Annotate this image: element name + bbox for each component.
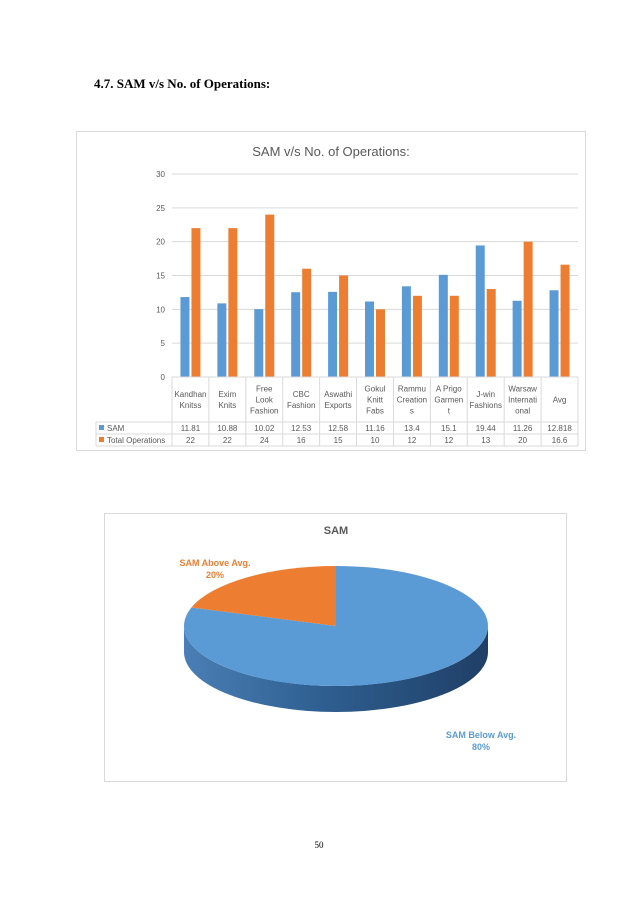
category-label: CBC bbox=[293, 390, 310, 399]
table-cell-value: 22 bbox=[186, 436, 195, 445]
bar-total-operations bbox=[265, 214, 275, 377]
bar-total-operations bbox=[560, 264, 570, 377]
y-tick-label: 20 bbox=[156, 238, 165, 247]
bar-total-operations bbox=[412, 295, 422, 377]
category-label: Fashion bbox=[250, 407, 278, 416]
table-cell-value: 20 bbox=[518, 436, 527, 445]
legend-key bbox=[99, 437, 104, 442]
table-cell-value: 12.58 bbox=[328, 424, 349, 433]
table-cell-value: 19.44 bbox=[476, 424, 497, 433]
table-cell-value: 12 bbox=[444, 436, 453, 445]
table-cell-value: 13.4 bbox=[404, 424, 420, 433]
bar-sam bbox=[328, 291, 338, 377]
y-tick-label: 30 bbox=[156, 170, 165, 179]
pie-label-below-avg: SAM Below Avg. bbox=[446, 730, 516, 740]
category-label: Gokul bbox=[365, 385, 386, 394]
pie-chart-svg: SAM SAM Above Avg. 20% SAM Below Avg. 80% bbox=[179, 525, 516, 752]
category-label: Garmen bbox=[434, 396, 463, 405]
category-label: Exports bbox=[325, 401, 352, 410]
section-heading: 4.7. SAM v/s No. of Operations: bbox=[94, 76, 271, 91]
bar-sam bbox=[365, 301, 374, 377]
category-label: Fabs bbox=[366, 407, 384, 416]
bar-total-operations bbox=[302, 268, 312, 377]
category-label: Avg bbox=[553, 396, 567, 405]
bar-sam bbox=[512, 300, 522, 377]
bar-sam bbox=[438, 274, 448, 377]
bar-chart-svg: SAM v/s No. of Operations: 0 5 10 15 20 25 30 Ka… bbox=[95, 144, 579, 447]
pie-side-sam-below-avg bbox=[184, 626, 488, 712]
category-label: Aswathi bbox=[324, 390, 352, 399]
bar-sam bbox=[254, 309, 264, 377]
category-label: Exim bbox=[218, 390, 236, 399]
pie-percent-below-avg: 80% bbox=[472, 742, 490, 752]
category-label: s bbox=[410, 407, 414, 416]
chart-title: SAM v/s No. of Operations: bbox=[252, 144, 410, 159]
legend-key bbox=[99, 425, 104, 430]
legend-label: Total Operations bbox=[107, 436, 165, 445]
y-tick-label: 0 bbox=[161, 373, 166, 382]
pie-percent-above-avg: 20% bbox=[206, 570, 224, 580]
bar-total-operations bbox=[449, 295, 459, 377]
category-label: Knitss bbox=[180, 401, 202, 410]
table-cell-value: 16 bbox=[297, 436, 306, 445]
bar-total-operations bbox=[523, 241, 533, 377]
table-cell-value: 15 bbox=[334, 436, 343, 445]
bar-total-operations bbox=[376, 309, 385, 377]
bar-total-operations bbox=[486, 289, 496, 377]
category-label: Free bbox=[256, 385, 273, 394]
category-label: Knitt bbox=[367, 396, 384, 405]
table-cell-value: 11.16 bbox=[365, 424, 385, 433]
category-label: Fashions bbox=[469, 401, 501, 410]
category-label: onal bbox=[515, 407, 530, 416]
pie-slice-sam-below-avg bbox=[184, 566, 488, 686]
legend-label: SAM bbox=[107, 424, 125, 433]
table-cell-value: 12.53 bbox=[291, 424, 312, 433]
page-number: 50 bbox=[314, 840, 324, 850]
bar-total-operations bbox=[339, 275, 349, 377]
bar-total-operations bbox=[228, 228, 238, 377]
category-label: Look bbox=[256, 396, 274, 405]
table-cell-value: 11.26 bbox=[513, 424, 533, 433]
bar-sam bbox=[180, 297, 190, 377]
table-cell-value: 13 bbox=[481, 436, 490, 445]
bar-sam bbox=[549, 290, 559, 377]
bar-sam bbox=[401, 286, 411, 377]
category-label: Creation bbox=[397, 396, 427, 405]
pie-label-above-avg: SAM Above Avg. bbox=[179, 558, 250, 568]
table-cell-value: 12.818 bbox=[547, 424, 572, 433]
table-cell-value: 22 bbox=[223, 436, 232, 445]
category-label: Knits bbox=[218, 401, 236, 410]
pie-slice-sam-above-avg bbox=[191, 566, 336, 626]
bar-sam bbox=[291, 292, 301, 377]
category-label: Fashion bbox=[287, 401, 315, 410]
table-cell-value: 10 bbox=[371, 436, 380, 445]
y-tick-label: 15 bbox=[156, 272, 165, 281]
y-tick-label: 25 bbox=[156, 204, 165, 213]
table-cell-value: 10.02 bbox=[254, 424, 275, 433]
category-label: Warsaw bbox=[508, 385, 537, 394]
table-cell-value: 15.1 bbox=[441, 424, 457, 433]
table-cell-value: 11.81 bbox=[181, 424, 201, 433]
table-cell-value: 10.88 bbox=[217, 424, 238, 433]
y-tick-label: 5 bbox=[161, 339, 166, 348]
bar-sam bbox=[217, 303, 227, 377]
category-label: Internati bbox=[508, 396, 537, 405]
y-tick-label: 10 bbox=[156, 305, 165, 314]
category-label: J-win bbox=[476, 390, 495, 399]
pie-title: SAM bbox=[324, 525, 348, 537]
category-label: Rammu bbox=[398, 385, 426, 394]
table-cell-value: 12 bbox=[407, 436, 416, 445]
category-label: Kandhan bbox=[174, 390, 206, 399]
table-cell-value: 24 bbox=[260, 436, 269, 445]
table-cell-value: 16.6 bbox=[552, 436, 568, 445]
bar-sam bbox=[475, 245, 485, 377]
pie-chart: SAM SAM Above Avg. 20% SAM Below Avg. 80% bbox=[104, 513, 567, 782]
bar-total-operations bbox=[191, 228, 201, 377]
bar-chart: SAM v/s No. of Operations: 0 5 10 15 20 25 30 Ka… bbox=[76, 131, 586, 451]
category-label: A Prigo bbox=[436, 385, 462, 394]
category-label: t bbox=[448, 407, 451, 416]
